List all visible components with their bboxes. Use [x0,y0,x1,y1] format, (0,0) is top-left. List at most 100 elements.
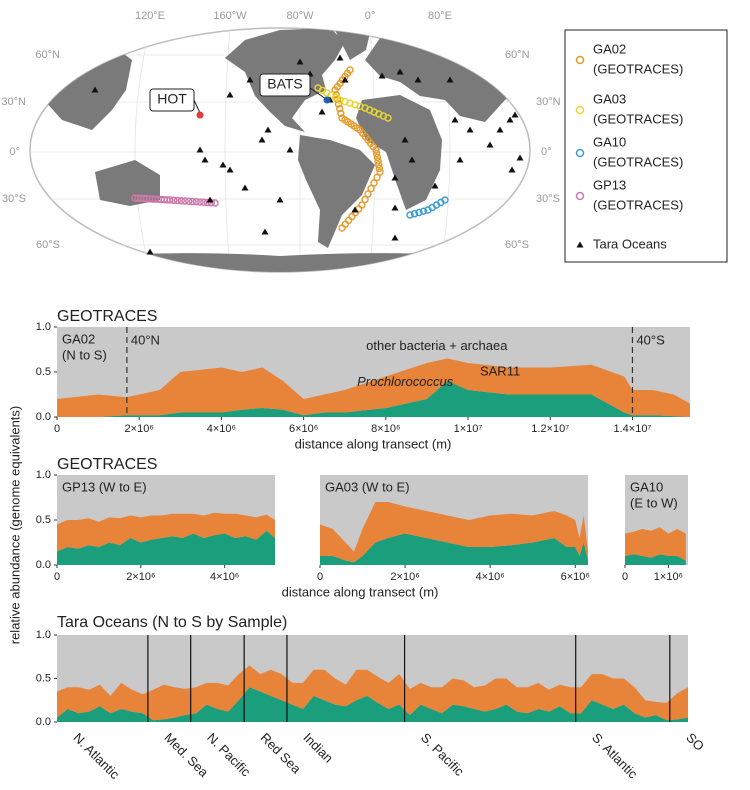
transect-station [331,86,339,94]
lon-label: 0° [365,10,376,22]
legend-marker [575,148,585,158]
tara-station [576,241,584,248]
legend-label: (GEOTRACES) [593,197,683,212]
map-legend [564,29,728,263]
lat-label: 30°N [1,96,26,108]
legend-label: (GEOTRACES) [593,154,683,169]
transect-station [410,210,419,218]
tara-station [341,76,349,83]
region-label: Indian [300,730,336,766]
tara-station [196,146,204,153]
transect-station [173,196,182,205]
lat-label: 30°N [536,96,561,108]
tara-station [506,116,514,123]
transect-station [384,114,392,122]
transect-station [406,211,414,219]
y-axis-label: relative abundance (genome equivalents) [7,406,22,645]
y-tick-label: 1.0 [36,321,51,333]
lat-label: 0° [541,146,552,158]
y-tick-label: 0.5 [36,514,51,526]
tara-station [414,76,422,83]
lat-label: 30°S [2,193,26,205]
y-tick-label: 0.0 [36,716,51,728]
transect-station [370,179,378,187]
callout-box [259,73,311,97]
lat-label: 0° [9,146,20,158]
tara-station [408,156,416,163]
lat-label: 60°N [35,49,60,61]
x-tick-label: 6×10⁶ [289,423,318,435]
y-tick-label: 1.0 [36,629,51,641]
lat-label: 60°S [505,239,529,251]
tara-station [296,58,304,65]
region-label: S. Pacific [418,730,467,779]
y-tick-label: 0.5 [36,366,51,378]
legend-label: Tara Oceans [593,236,667,251]
tara-station [378,72,386,79]
tara-station [391,204,399,211]
transect-station [335,104,344,113]
legend-label: (GEOTRACES) [593,111,683,126]
stacked-area [57,381,690,417]
tara-station [246,76,254,83]
tara-station [226,166,234,173]
tara-station [201,156,209,163]
transect-station [170,196,178,204]
y-tick-label: 0.0 [36,411,51,423]
callout-leader [309,87,327,100]
panel-label: (E to W) [630,495,678,510]
x-tick-label: 2×10⁶ [390,571,419,583]
x-axis-label: distance along transect (m) [295,436,452,451]
transect-station [166,196,174,204]
callout: HOT [157,91,187,107]
tara-station [391,174,399,181]
tara-station [516,154,524,161]
transect-station [196,198,204,206]
tara-station [508,166,516,173]
lat-label: 60°S [36,239,60,251]
transect-station [332,90,340,99]
x-axis-label: distance along transect (m) [282,584,439,599]
series-label: Prochlorococcus [357,374,454,389]
legend-label: GA02 [593,41,626,56]
x-tick-label: 4×10⁶ [476,571,505,583]
tara-station [261,228,269,235]
x-tick-label: 2×10⁶ [126,571,155,583]
x-tick-label: 8×10⁶ [371,423,400,435]
lon-label: 80°W [286,10,314,22]
stacked-area [57,530,275,565]
tara-station [446,76,454,83]
series-label: other bacteria + archaea [366,338,508,353]
tara-station [511,111,519,118]
stacked-area [320,533,588,565]
lon-label: 120°E [135,10,165,22]
tara-station [258,136,266,143]
transect-station [188,197,197,206]
stacked-area [57,665,688,721]
transect-station [367,184,375,193]
transect-station [419,207,428,215]
bats-site [323,96,331,104]
region-label: SO [683,730,707,754]
stacked-area [57,687,688,722]
stacked-area [625,554,686,565]
tara-station [219,161,227,168]
transect-station [361,195,369,204]
transect-station [373,153,382,162]
y-tick-label: 1.0 [36,469,51,481]
tara-station [146,248,154,255]
legend-marker [575,55,585,65]
x-tick-label: 1.4×10⁷ [613,423,651,435]
region-label: S. Atlantic [589,730,641,782]
tara-station [318,108,326,115]
panel-label: GA03 (W to E) [325,479,410,494]
tara-station [466,126,474,133]
transect-station [364,190,372,198]
tara-station [91,86,99,93]
x-tick-label: 0 [317,571,323,583]
tara-station [391,234,399,241]
transect-station [372,146,380,154]
y-tick-label: 0.5 [36,672,51,684]
legend-marker [575,105,585,115]
